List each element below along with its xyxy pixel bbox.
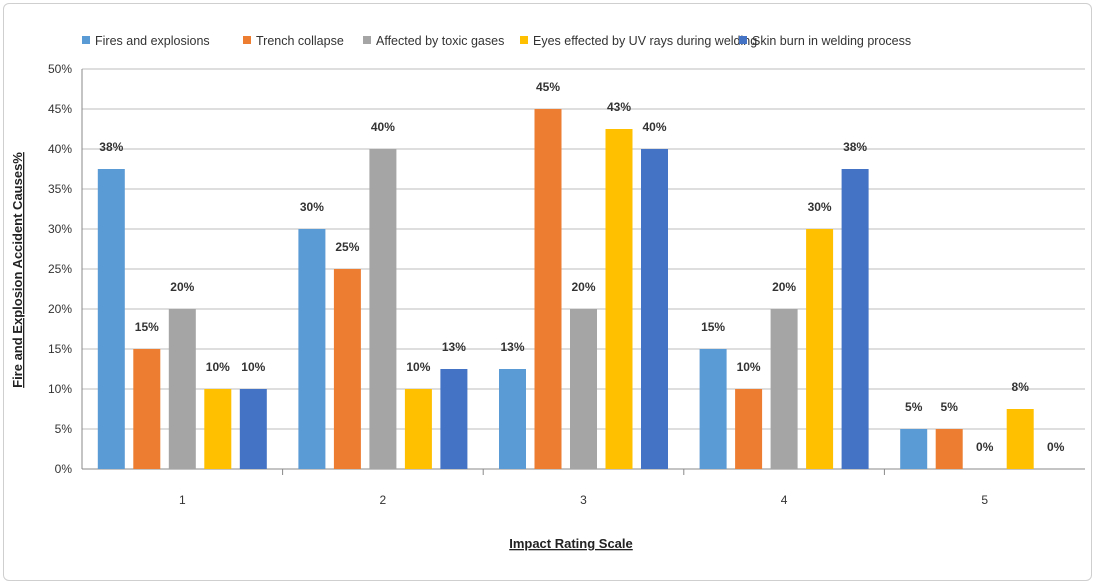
legend-entry: Eyes effected by UV rays during welding — [533, 34, 757, 48]
legend-swatch — [82, 36, 90, 44]
legend: Fires and explosions Trench collapse Affec… — [82, 34, 911, 48]
bar — [935, 429, 963, 469]
data-label: 10% — [737, 360, 761, 374]
bar — [806, 229, 834, 469]
bar — [1006, 409, 1034, 469]
y-tick-label: 45% — [48, 102, 72, 116]
bar — [570, 309, 597, 469]
y-tick-label: 10% — [48, 382, 72, 396]
bar — [333, 269, 361, 469]
bar — [239, 389, 267, 469]
legend-swatch — [520, 36, 528, 44]
y-tick-label: 5% — [55, 422, 73, 436]
data-label: 38% — [843, 140, 867, 154]
bar — [404, 389, 432, 469]
data-label: 8% — [1012, 380, 1030, 394]
data-label: 10% — [406, 360, 430, 374]
data-label: 13% — [500, 340, 524, 354]
bar — [641, 149, 668, 469]
bar — [204, 389, 232, 469]
data-label: 30% — [300, 200, 324, 214]
y-tick-label: 15% — [48, 342, 72, 356]
y-tick-label: 30% — [48, 222, 72, 236]
bar — [133, 349, 161, 469]
data-label: 25% — [335, 240, 359, 254]
data-label: 10% — [206, 360, 230, 374]
x-tick-label: 1 — [179, 493, 186, 507]
x-tick-label: 2 — [380, 493, 387, 507]
data-labels: 38% 15% 20% 10% 10% 30% 25% 40% 10% 13% 13% 45% 20% 4… — [99, 80, 1064, 454]
legend-entry: Affected by toxic gases — [376, 34, 504, 48]
data-label: 15% — [701, 320, 725, 334]
data-label: 13% — [442, 340, 466, 354]
y-tick-label: 35% — [48, 182, 72, 196]
bar — [605, 129, 633, 469]
bar — [770, 309, 798, 469]
y-axis-ticks: 0% 5% 10% 15% 20% 25% 30% 35% 40% 45% 50% — [48, 62, 72, 476]
data-label: 43% — [607, 100, 631, 114]
data-label: 38% — [99, 140, 123, 154]
x-tick-label: 5 — [981, 493, 988, 507]
bar — [499, 369, 526, 469]
x-tick-label: 3 — [580, 493, 587, 507]
y-tick-label: 20% — [48, 302, 72, 316]
y-tick-label: 25% — [48, 262, 72, 276]
legend-entry: Fires and explosions — [95, 34, 210, 48]
data-label: 0% — [976, 440, 994, 454]
bar — [534, 109, 562, 469]
y-tick-label: 40% — [48, 142, 72, 156]
data-label: 5% — [941, 400, 959, 414]
data-label: 20% — [571, 280, 595, 294]
bar — [699, 349, 727, 469]
y-axis-title: Fire and Explosion Accident Causes% — [10, 152, 25, 388]
legend-swatch — [243, 36, 251, 44]
bar — [298, 229, 326, 469]
bar — [440, 369, 468, 469]
data-label: 10% — [241, 360, 265, 374]
data-label: 5% — [905, 400, 923, 414]
data-label: 20% — [170, 280, 194, 294]
bars — [97, 109, 1034, 469]
bar — [735, 389, 763, 469]
data-label: 30% — [808, 200, 832, 214]
data-label: 0% — [1047, 440, 1065, 454]
legend-swatch — [363, 36, 371, 44]
bar — [369, 149, 397, 469]
bar — [900, 429, 928, 469]
legend-entry: Skin burn in welding process — [752, 34, 911, 48]
bar — [168, 309, 196, 469]
bar — [97, 169, 125, 469]
x-tick-label: 4 — [781, 493, 788, 507]
data-label: 40% — [371, 120, 395, 134]
data-label: 40% — [642, 120, 666, 134]
data-label: 45% — [536, 80, 560, 94]
data-label: 15% — [135, 320, 159, 334]
legend-swatch — [739, 36, 747, 44]
bar — [841, 169, 869, 469]
x-axis-title: Impact Rating Scale — [509, 536, 633, 551]
y-tick-label: 50% — [48, 62, 72, 76]
legend-entry: Trench collapse — [256, 34, 344, 48]
data-label: 20% — [772, 280, 796, 294]
y-tick-label: 0% — [55, 462, 73, 476]
x-axis-ticks: 1 2 3 4 5 — [179, 469, 988, 507]
